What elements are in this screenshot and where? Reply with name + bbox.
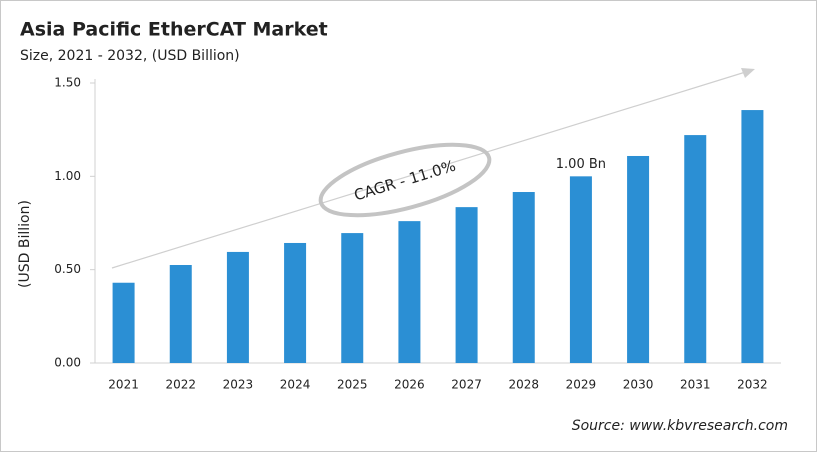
- bar: [284, 242, 307, 363]
- y-tick-label: 0.00: [54, 356, 81, 370]
- x-tick-label: 2024: [280, 378, 311, 392]
- bar: [569, 176, 592, 363]
- source: Source: www.kbvresearch.com: [572, 418, 788, 434]
- x-tick-label: 2022: [165, 378, 196, 392]
- chart-title: Asia Pacific EtherCAT Market: [20, 19, 328, 41]
- x-tick-label: 2028: [508, 378, 539, 392]
- x-tick-label: 2032: [737, 378, 768, 392]
- bar: [341, 233, 364, 363]
- data-label: 1.00 Bn: [556, 157, 606, 172]
- x-tick-label: 2031: [680, 378, 711, 392]
- bar: [112, 282, 135, 363]
- bar: [512, 192, 535, 363]
- y-tick-label: 1.50: [54, 76, 81, 90]
- trend-arrow: [111, 69, 753, 269]
- bar: [627, 155, 650, 363]
- y-axis-title: (USD Billion): [17, 200, 33, 288]
- cagr-ellipse: [318, 142, 492, 218]
- x-tick-label: 2023: [223, 378, 254, 392]
- x-tick-label: 2029: [566, 378, 597, 392]
- bar: [684, 135, 707, 363]
- bar: [455, 207, 478, 363]
- x-tick-label: 2021: [108, 378, 139, 392]
- arrow-head: [741, 68, 755, 78]
- y-tick-label: 0.50: [54, 262, 81, 276]
- x-tick-label: 2030: [623, 378, 654, 392]
- bar: [398, 221, 421, 363]
- x-tick-label: 2025: [337, 378, 368, 392]
- chart-subtitle: Size, 2021 - 2032, (USD Billion): [20, 48, 240, 64]
- y-tick-label: 1.00: [54, 169, 81, 183]
- bar: [226, 251, 249, 363]
- bar: [741, 110, 764, 363]
- x-tick-label: 2027: [451, 378, 482, 392]
- x-tick-label: 2026: [394, 378, 425, 392]
- bar: [169, 265, 192, 363]
